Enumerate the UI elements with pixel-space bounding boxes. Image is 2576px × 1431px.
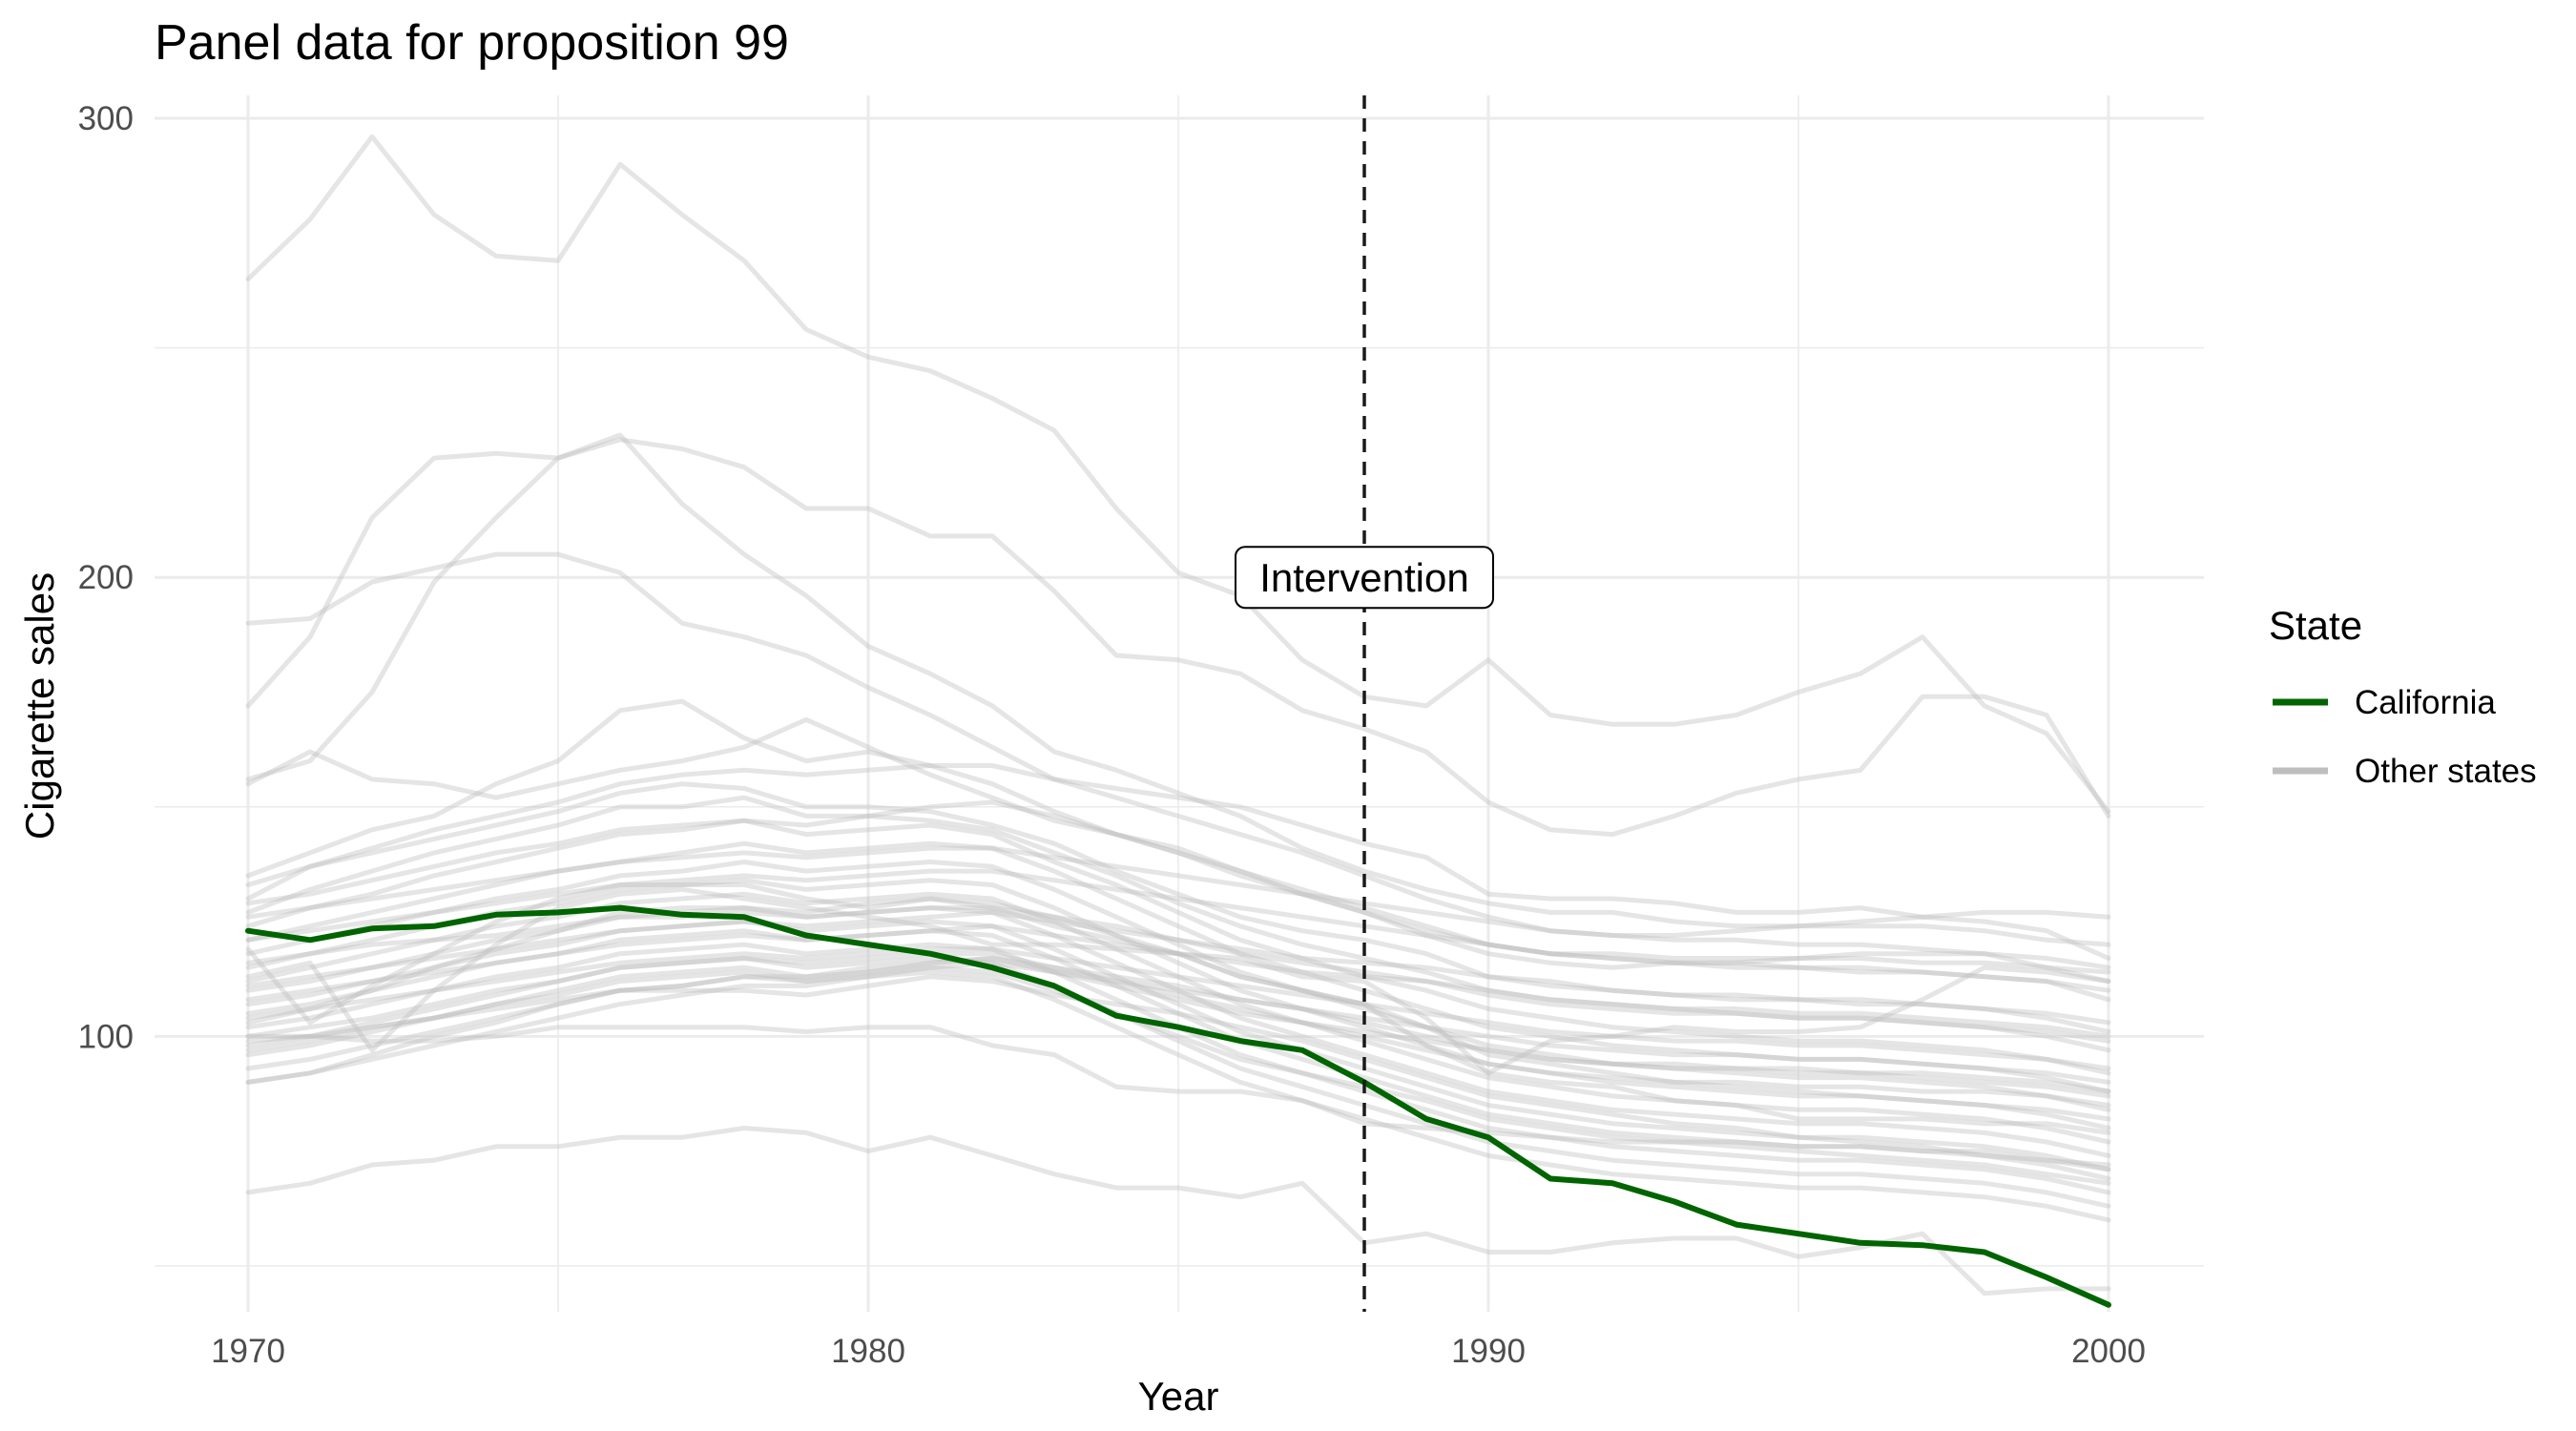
x-tick-label: 1980 — [831, 1333, 905, 1370]
series-line-other-state — [245, 437, 2111, 838]
series-line-other-state — [245, 1025, 2111, 1172]
series-line-other-state — [245, 928, 2111, 1181]
y-tick-label: 100 — [78, 1018, 134, 1055]
legend-label-other-states: Other states — [2355, 753, 2537, 790]
series-line-other-state — [245, 956, 2111, 1209]
series-line-other-state — [245, 795, 2111, 1053]
series-line-other-state — [245, 432, 2111, 947]
series-line-other-state — [245, 868, 2111, 975]
series-line-other-state — [245, 799, 2111, 993]
grid — [155, 95, 2204, 1312]
series-line-other-state — [245, 698, 2111, 1003]
series-line-other-state — [245, 781, 2111, 1034]
series-line-other-state — [245, 956, 2111, 1099]
x-tick-label: 1990 — [1451, 1333, 1526, 1370]
x-tick-label: 2000 — [2071, 1333, 2146, 1370]
chart-title: Panel data for proposition 99 — [155, 15, 789, 71]
x-tick-label: 1970 — [211, 1333, 285, 1370]
series-layer — [245, 134, 2111, 1308]
series-line-other-state — [245, 905, 2111, 1158]
series-line-other-state — [245, 878, 2111, 1130]
intervention-label: Intervention — [1259, 555, 1468, 600]
series-line-other-state — [245, 818, 2111, 1076]
series-line-other-state — [245, 960, 2111, 1085]
series-line-other-state — [245, 896, 2111, 1122]
series-line-other-state — [245, 964, 2111, 1186]
series-line-other-state — [245, 974, 2111, 1168]
series-line-other-state — [245, 909, 2111, 1026]
series-line-other-state — [245, 886, 2111, 1135]
series-line-other-state — [245, 969, 2111, 1223]
series-line-other-state — [245, 951, 2111, 1108]
series-line-other-state — [245, 845, 2111, 970]
series-line-other-state — [245, 1126, 2111, 1296]
y-tick-label: 200 — [78, 559, 134, 596]
series-line-other-state — [245, 891, 2111, 1145]
series-line-other-state — [245, 134, 2111, 815]
series-line-other-state — [245, 919, 2111, 1172]
series-line-other-state — [245, 905, 2111, 1044]
series-line-other-state — [245, 840, 2111, 1094]
legend: State California Other states — [2269, 603, 2537, 790]
series-line-other-state — [245, 763, 2111, 938]
series-line-other-state — [245, 716, 2111, 985]
series-line-other-state — [245, 860, 2111, 1112]
y-axis-title: Cigarette sales — [17, 572, 62, 840]
series-line-other-state — [245, 551, 2111, 961]
series-line-other-state — [245, 946, 2111, 1071]
legend-title: State — [2269, 603, 2362, 648]
x-axis-title: Year — [1138, 1374, 1219, 1419]
intervention-label-box — [1235, 546, 1494, 610]
legend-label-california: California — [2355, 684, 2496, 721]
y-tick-label: 300 — [78, 100, 134, 137]
series-line-other-state — [245, 882, 2111, 1076]
series-line-california — [245, 904, 2111, 1308]
series-line-other-state — [245, 956, 2111, 1094]
ticks: 1970 1980 1990 2000 100 200 300 — [78, 100, 2146, 1370]
series-line-other-state — [245, 923, 2111, 1039]
